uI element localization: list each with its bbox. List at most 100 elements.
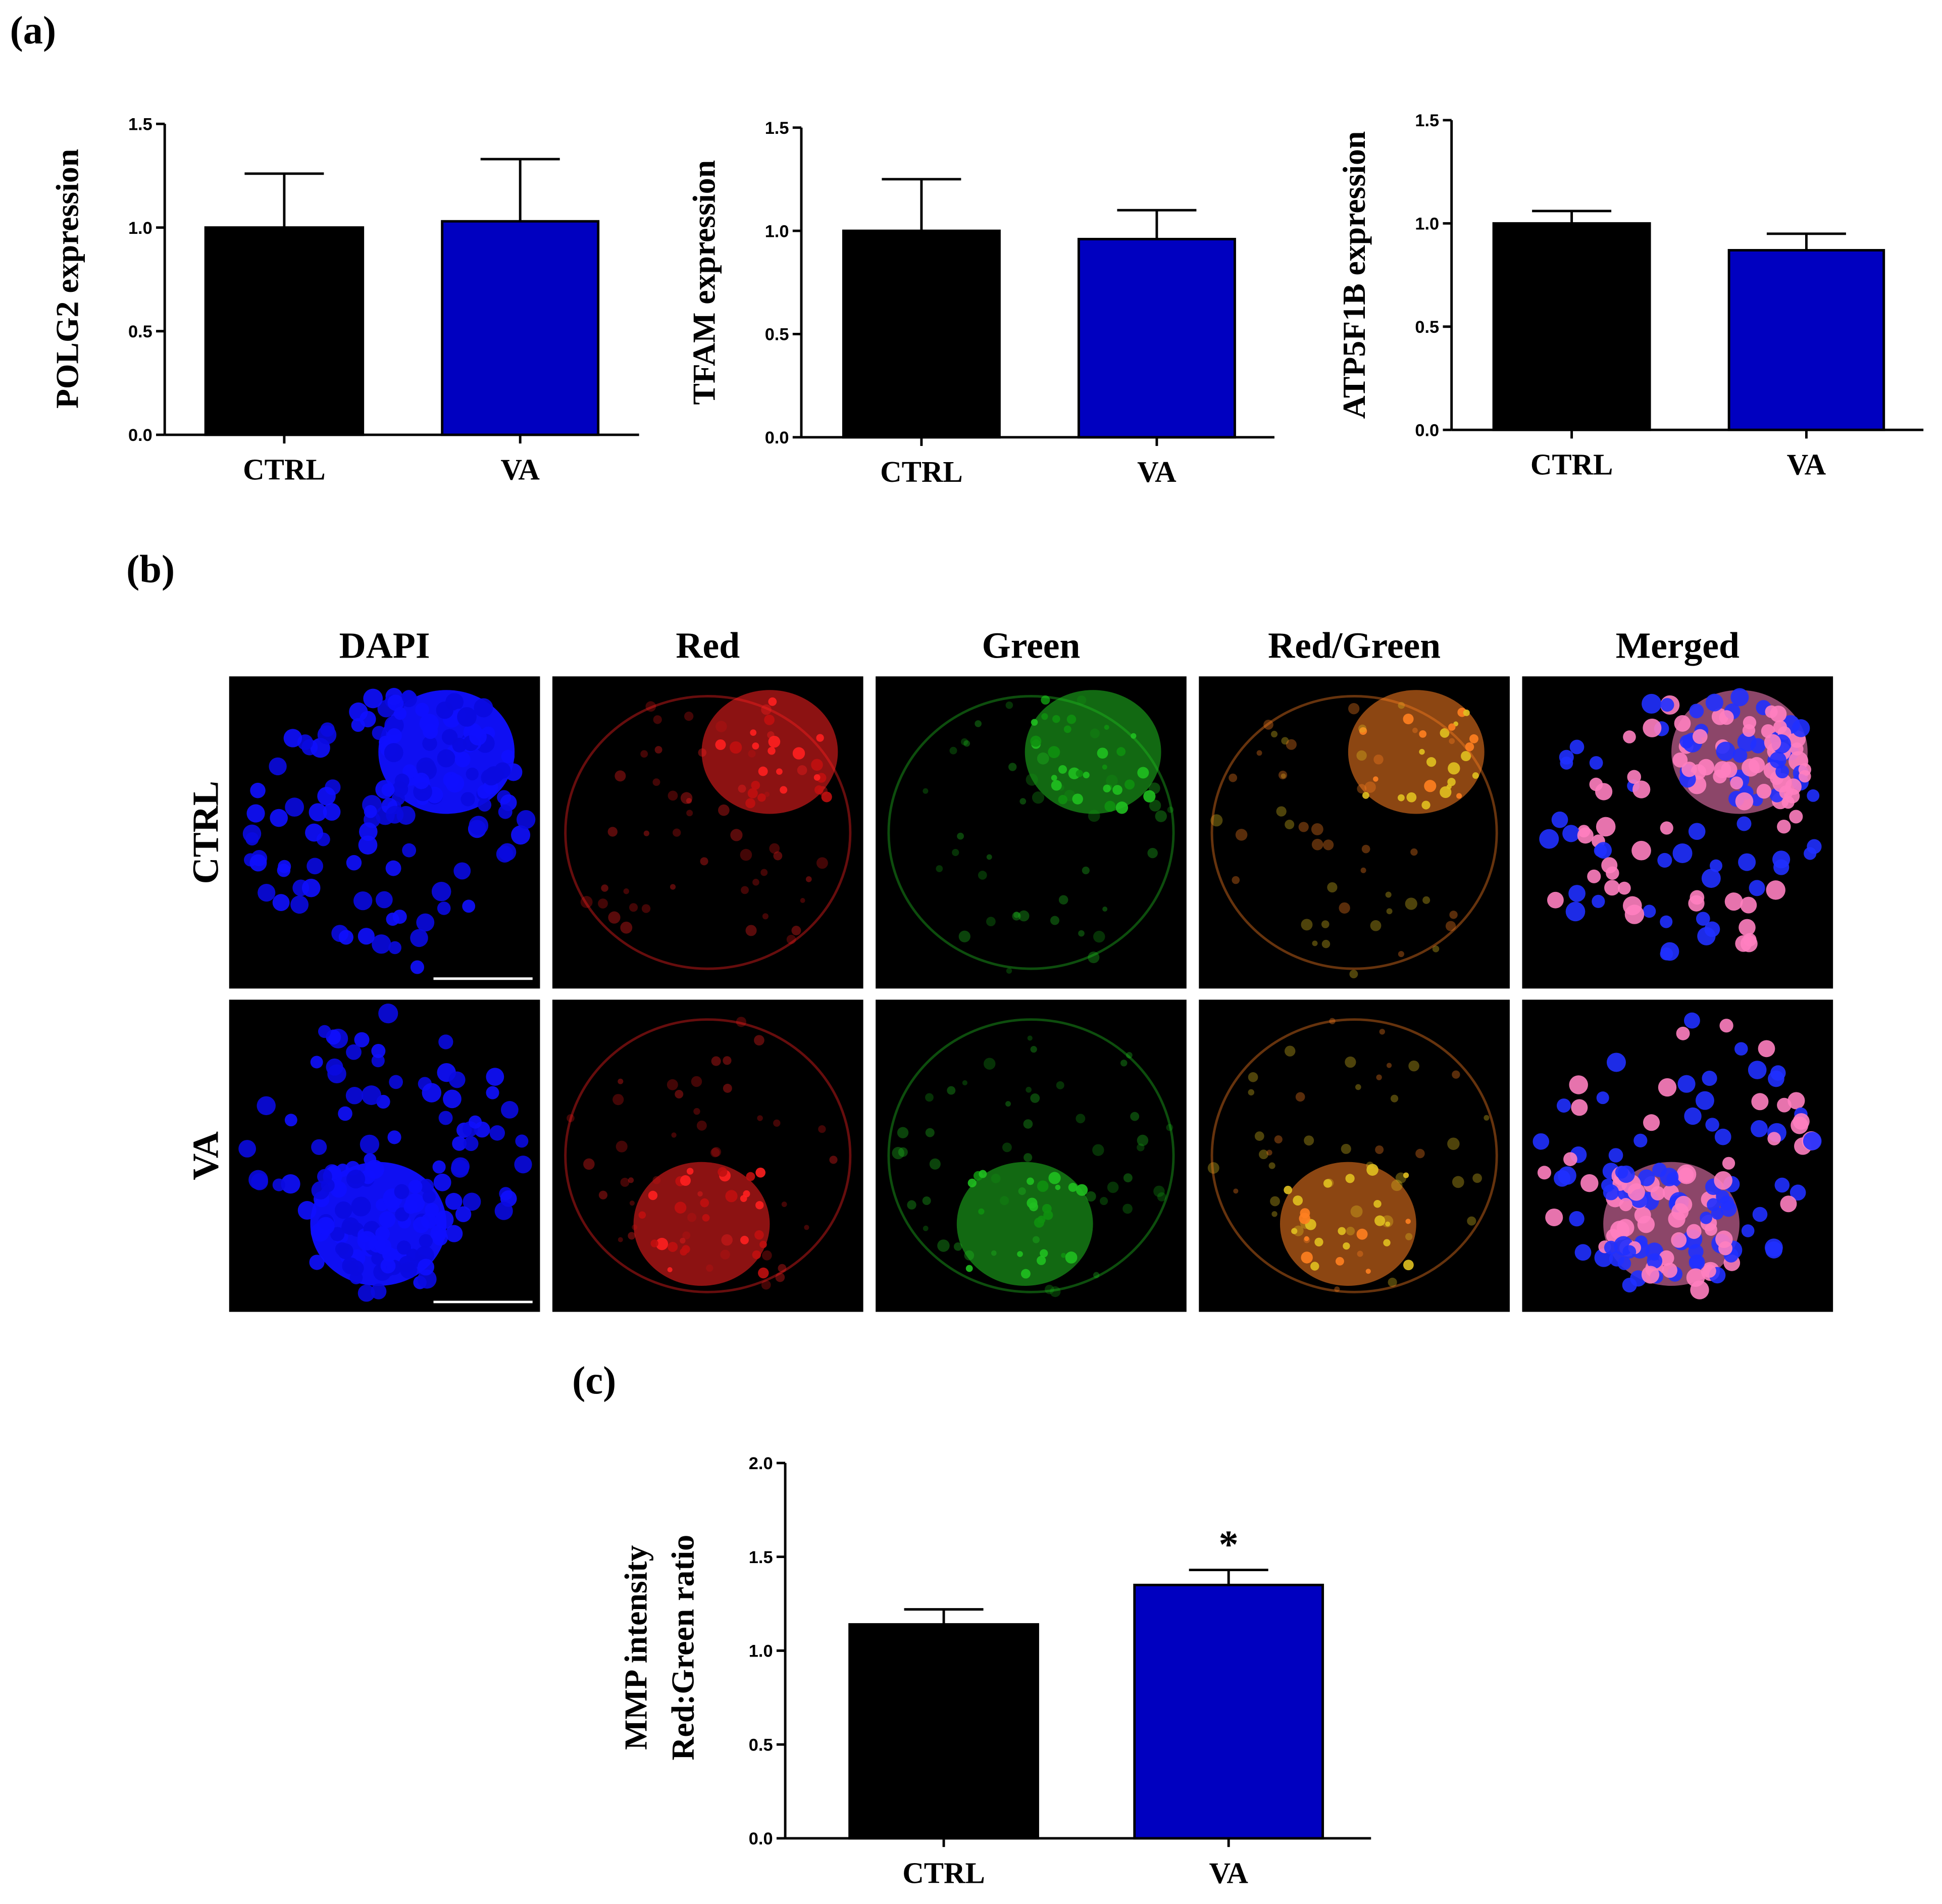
cell — [448, 1071, 466, 1088]
cell — [501, 1101, 519, 1119]
cell — [1358, 724, 1367, 733]
cell — [388, 941, 401, 955]
cell — [1066, 714, 1077, 724]
cell — [762, 913, 769, 920]
cell — [1350, 1205, 1363, 1218]
cell — [618, 1237, 623, 1242]
cell — [1023, 1119, 1033, 1129]
cell — [445, 1225, 463, 1242]
y-axis-label: Red:Green ratio — [665, 1535, 701, 1761]
cell — [620, 1178, 630, 1187]
cell — [489, 1125, 505, 1141]
cell — [1398, 702, 1405, 709]
cell — [668, 790, 678, 801]
cell — [758, 1267, 769, 1279]
cell — [1686, 1268, 1705, 1287]
y-tick-label: 0.0 — [1415, 421, 1439, 440]
cell — [1024, 1153, 1033, 1162]
cell — [1032, 791, 1045, 804]
cell — [645, 701, 656, 712]
cell — [386, 806, 404, 824]
cell — [1058, 794, 1068, 805]
cell — [430, 1225, 447, 1242]
cell — [1104, 800, 1116, 812]
cell — [1562, 825, 1580, 842]
cell — [380, 1258, 396, 1274]
cell — [437, 901, 451, 915]
cell — [1276, 806, 1287, 817]
cell — [1020, 1269, 1031, 1279]
cell — [736, 1017, 747, 1027]
cell — [668, 1241, 678, 1252]
cell — [410, 929, 428, 947]
cell — [1659, 1250, 1674, 1266]
cell — [317, 1217, 335, 1235]
cell — [1603, 1184, 1619, 1200]
cell — [354, 1032, 370, 1047]
cell — [311, 1181, 330, 1199]
cell — [718, 804, 730, 816]
cell — [1627, 1183, 1645, 1201]
cell — [1078, 930, 1085, 937]
cell — [1785, 778, 1802, 795]
cell — [1700, 1212, 1713, 1224]
cell — [720, 1249, 730, 1260]
cell — [1090, 728, 1100, 738]
cell — [1730, 688, 1749, 707]
cell — [375, 1226, 390, 1241]
micrograph — [1199, 676, 1510, 989]
cell — [757, 793, 766, 802]
cell — [1348, 703, 1360, 715]
cell — [1695, 1091, 1714, 1110]
cell — [238, 1140, 257, 1158]
cell — [640, 750, 648, 758]
cell — [752, 878, 759, 886]
cell — [1017, 1251, 1023, 1257]
cell — [311, 1139, 327, 1155]
cell — [1596, 1091, 1609, 1105]
cell — [1137, 1134, 1149, 1146]
cell — [1421, 800, 1430, 810]
micrograph — [552, 676, 863, 989]
cell — [1254, 1131, 1264, 1141]
cell — [1751, 1120, 1768, 1137]
cell — [1027, 1035, 1033, 1041]
y-tick-label: 2.0 — [749, 1454, 773, 1473]
cell — [1676, 1164, 1697, 1184]
cell — [791, 926, 801, 935]
cell — [1587, 869, 1601, 883]
cell — [1767, 1132, 1781, 1145]
cell — [318, 1025, 331, 1038]
cell — [1660, 698, 1674, 712]
cell — [1037, 1256, 1046, 1265]
cell — [741, 886, 749, 894]
cell — [494, 762, 511, 779]
cell — [1058, 895, 1068, 905]
cell — [1107, 1181, 1119, 1193]
cell — [1385, 1221, 1391, 1227]
cell — [353, 891, 373, 911]
cell — [357, 1284, 375, 1302]
cell — [721, 1234, 733, 1246]
cell — [1690, 890, 1705, 905]
cell — [797, 765, 807, 775]
cell — [1804, 847, 1817, 860]
cell — [752, 1250, 761, 1260]
cell — [320, 722, 335, 737]
cell — [1323, 839, 1334, 850]
cell — [1660, 915, 1673, 928]
cell — [1463, 709, 1470, 716]
cell — [615, 770, 626, 782]
cell — [1594, 844, 1607, 858]
cell — [1349, 970, 1358, 979]
cell — [389, 1075, 403, 1089]
cell — [1688, 823, 1706, 840]
cell — [805, 876, 812, 882]
cell — [1749, 880, 1765, 896]
cell — [965, 1265, 973, 1272]
cell — [1765, 1241, 1783, 1259]
cell — [1643, 905, 1656, 918]
cell — [462, 899, 476, 913]
cell — [1705, 1223, 1717, 1236]
cell — [1445, 921, 1456, 931]
